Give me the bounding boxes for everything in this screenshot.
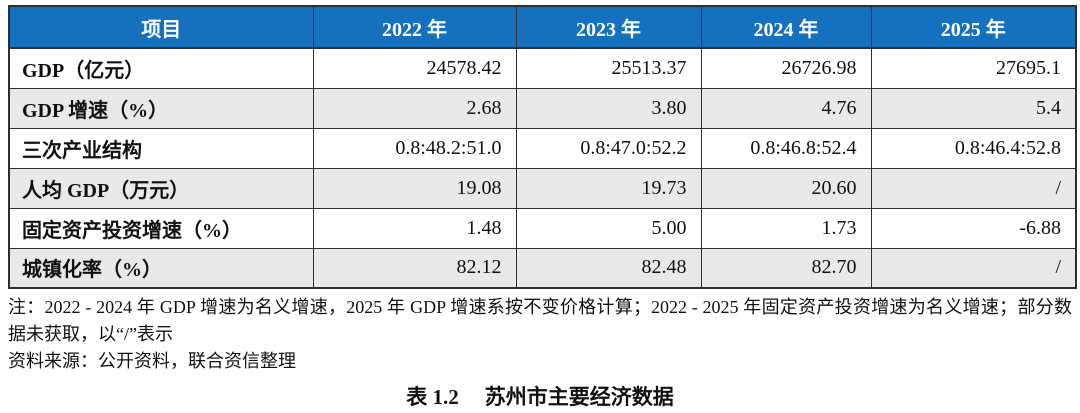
value-cell: 24578.42	[312, 47, 517, 89]
table-header-row: 项目 2022 年 2023 年 2024 年 2025 年	[8, 5, 1077, 49]
value-cell: 5.4	[870, 87, 1077, 129]
row-label: 城镇化率（%）	[8, 247, 314, 289]
table-row-gdp-growth: GDP 增速（%） 2.68 3.80 4.76 5.4	[8, 87, 1077, 129]
value-cell: 1.73	[700, 207, 872, 249]
table-row-urbanization-rate: 城镇化率（%） 82.12 82.48 82.70 /	[8, 247, 1077, 289]
value-cell: /	[870, 167, 1077, 209]
table-row-fixed-asset-investment: 固定资产投资增速（%） 1.48 5.00 1.73 -6.88	[8, 207, 1077, 249]
value-cell: 82.12	[312, 247, 517, 289]
row-label: GDP（亿元）	[8, 47, 314, 89]
value-cell: -6.88	[870, 207, 1077, 249]
value-cell: 25513.37	[515, 47, 702, 89]
value-cell: 0.8:46.4:52.8	[870, 127, 1077, 169]
value-cell: 2.68	[312, 87, 517, 129]
header-cell-2024: 2024 年	[700, 5, 872, 49]
value-cell: 1.48	[312, 207, 517, 249]
header-cell-item: 项目	[8, 5, 314, 49]
table-caption-number: 表 1.2	[406, 385, 459, 409]
table-row-gdp-per-capita: 人均 GDP（万元） 19.08 19.73 20.60 /	[8, 167, 1077, 209]
header-cell-2023: 2023 年	[515, 5, 702, 49]
table-caption: 表 1.2 苏州市主要经济数据	[0, 381, 1080, 411]
value-cell: 20.60	[700, 167, 872, 209]
value-cell: 82.48	[515, 247, 702, 289]
value-cell: 0.8:48.2:51.0	[312, 127, 517, 169]
header-cell-2025: 2025 年	[870, 5, 1077, 49]
row-label: 人均 GDP（万元）	[8, 167, 314, 209]
row-label: 固定资产投资增速（%）	[8, 207, 314, 249]
row-label: 三次产业结构	[8, 127, 314, 169]
value-cell: 19.08	[312, 167, 517, 209]
economic-data-table: 项目 2022 年 2023 年 2024 年 2025 年 GDP（亿元） 2…	[8, 5, 1077, 289]
value-cell: 82.70	[700, 247, 872, 289]
value-cell: 3.80	[515, 87, 702, 129]
value-cell: 0.8:46.8:52.4	[700, 127, 872, 169]
table-row-industry-structure: 三次产业结构 0.8:48.2:51.0 0.8:47.0:52.2 0.8:4…	[8, 127, 1077, 169]
value-cell: /	[870, 247, 1077, 289]
value-cell: 19.73	[515, 167, 702, 209]
row-label: GDP 增速（%）	[8, 87, 314, 129]
header-cell-2022: 2022 年	[312, 5, 517, 49]
value-cell: 4.76	[700, 87, 872, 129]
value-cell: 0.8:47.0:52.2	[515, 127, 702, 169]
value-cell: 5.00	[515, 207, 702, 249]
table-row-gdp: GDP（亿元） 24578.42 25513.37 26726.98 27695…	[8, 47, 1077, 89]
value-cell: 27695.1	[870, 47, 1077, 89]
table-footnote: 注：2022 - 2024 年 GDP 增速为名义增速，2025 年 GDP 增…	[8, 297, 1072, 344]
data-source-note: 资料来源：公开资料，联合资信整理	[8, 351, 296, 371]
table-caption-title: 苏州市主要经济数据	[484, 385, 674, 409]
value-cell: 26726.98	[700, 47, 872, 89]
